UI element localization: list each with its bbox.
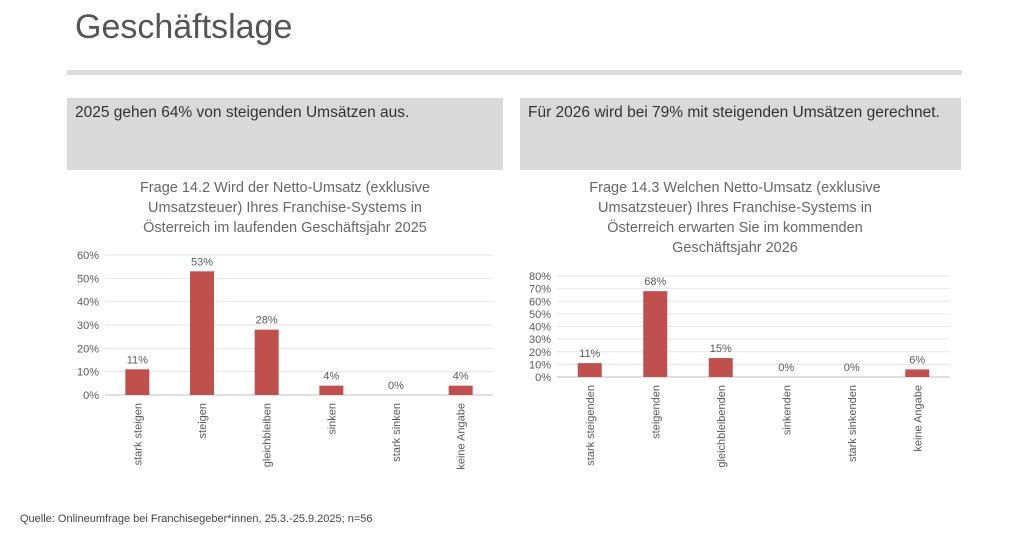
chart-2025-bar [190,271,214,395]
chart-2026-data-label: 6% [909,354,925,366]
chart-2025-bar [254,329,279,395]
chart-2025-xtick-label: stark steigen [132,403,144,465]
chart-2025-bar [125,369,150,395]
chart-2025-data-label: 53% [191,256,213,268]
chart-2026-data-label: 68% [644,276,666,288]
chart-2025-data-label: 4% [453,371,469,383]
chart-2025-xtick-label: steigen [197,403,209,438]
chart-2026-xtick-label: steigenden [650,385,662,439]
chart-2026-xtick-label: stark sinkenden [847,385,859,462]
summary-text-2025: 2025 gehen 64% von steigenden Umsätzen a… [75,104,410,121]
title-divider [67,70,962,75]
page-title: Geschäftslage [75,8,293,46]
chart-2025-data-label: 28% [256,315,278,327]
chart-2025-ytick-label: 50% [77,273,99,285]
chart-2025-xtick-label: gleichbleiben [262,403,274,467]
chart-2025-data-label: 0% [388,380,404,392]
chart-2026-ytick-label: 30% [529,334,551,346]
chart-2025-ytick-label: 20% [77,343,99,355]
chart-2025-ytick-label: 10% [77,367,99,379]
chart-2025-xtick-label: keine Angabe [456,403,468,470]
summary-box-2025: 2025 gehen 64% von steigenden Umsätzen a… [67,98,503,170]
chart-2025-data-label: 11% [127,354,148,366]
chart-2025-xtick-label: sinken [326,403,338,435]
chart-2026-ytick-label: 0% [535,372,551,384]
chart-2026-bar [643,291,668,377]
chart-2026-data-label: 0% [844,362,860,374]
chart-2025-ytick-label: 0% [83,390,99,402]
chart-2025-bar [319,385,344,395]
chart-2025-ytick-label: 60% [77,250,99,262]
chart-2025-title: Frage 14.2 Wird der Netto-Umsatz (exklus… [100,178,470,238]
summary-box-2026: Für 2026 wird bei 79% mit steigenden Ums… [520,98,961,170]
chart-2025-ytick-label: 30% [77,320,99,332]
chart-2026-ytick-label: 20% [529,347,551,359]
chart-2026-title-line: Österreich erwarten Sie im kommenden [607,220,863,236]
chart-2025-bar [448,385,473,395]
chart-2026-xtick-label: sinkenden [781,385,793,435]
chart-2025-xtick-label: stark sinken [391,403,403,462]
chart-2025-title-line: Österreich im laufenden Geschäftsjahr 20… [143,220,427,236]
chart-2025-data-label: 4% [323,371,339,383]
chart-2026-title-line: Umsatzsteuer) Ihres Franchise-Systems in [598,200,872,216]
chart-2026-bar [905,369,930,377]
summary-text-2026: Für 2026 wird bei 79% mit steigenden Ums… [528,104,940,121]
chart-2026-bar [708,358,733,377]
chart-2026-data-label: 15% [710,343,732,355]
chart-2026-xtick-label: gleichbleibenden [716,385,728,468]
chart-2026-ytick-label: 60% [529,296,551,308]
chart-2026-ytick-label: 80% [529,271,551,283]
chart-2026-data-label: 0% [778,362,794,374]
chart-2026-ytick-label: 40% [529,322,551,334]
chart-2026-bar [577,363,602,377]
chart-2026-ytick-label: 50% [529,309,551,321]
chart-2026-title-line: Geschäftsjahr 2026 [672,240,798,256]
chart-2025-ytick-label: 40% [77,297,99,309]
chart-2025-title-line: Frage 14.2 Wird der Netto-Umsatz (exklus… [139,180,431,196]
chart-2025-title-line: Umsatzsteuer) Ihres Franchise-Systems in [148,200,422,216]
chart-2026-ytick-label: 70% [529,284,551,296]
source-note: Quelle: Onlineumfrage bei Franchisegeber… [20,513,373,525]
chart-2026-ytick-label: 10% [529,359,551,371]
chart-2026-xtick-label: keine Angabe [912,385,924,452]
chart-2026-xtick-label: stark steigenden [585,385,597,466]
chart-2026-title-line: Frage 14.3 Welchen Netto-Umsatz (exklusi… [589,180,881,196]
chart-2026-data-label: 11% [579,348,600,360]
chart-2026-title: Frage 14.3 Welchen Netto-Umsatz (exklusi… [555,178,915,258]
